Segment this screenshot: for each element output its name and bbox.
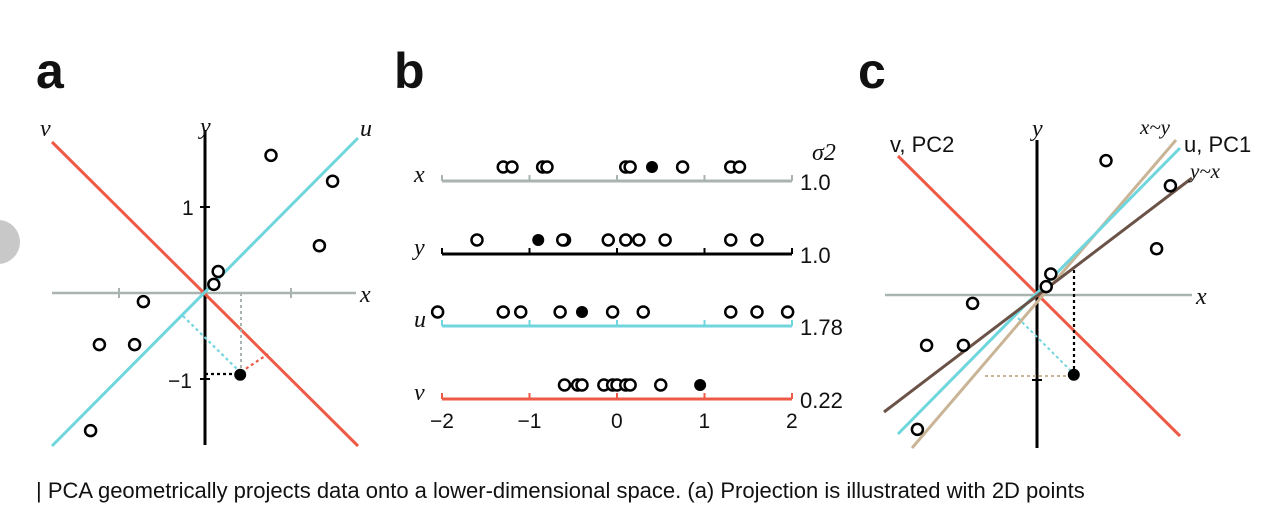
b-strip-label-u: u (414, 307, 426, 333)
b-point (675, 160, 690, 174)
b-point (623, 160, 637, 174)
b-point (605, 305, 620, 319)
figure-caption: | PCA geometrically projects data onto a… (36, 478, 1085, 503)
b-xtick-label: −1 (518, 410, 542, 433)
b-point (540, 160, 554, 174)
b-point (514, 305, 528, 319)
b-point (505, 160, 519, 174)
b-highlight-point (694, 379, 707, 391)
panel-a: v y u x 1 −1 (40, 114, 372, 448)
a-point (312, 238, 327, 253)
b-point (750, 233, 764, 247)
a-proj-v (240, 353, 269, 373)
a-point (325, 174, 340, 188)
c-y-on-x-line (883, 176, 1193, 414)
b-point (636, 305, 650, 319)
b-point (732, 160, 747, 174)
a-ytick-label-1: 1 (182, 197, 194, 220)
b-point (553, 305, 567, 319)
b-strip-label-y: y (412, 235, 425, 261)
c-point (1149, 242, 1164, 256)
c-proj-u (1017, 317, 1073, 373)
b-highlight-point (646, 161, 658, 173)
b-highlight-point (576, 306, 588, 318)
c-label-x-on-y: x~y (1139, 115, 1171, 139)
a-points (83, 148, 340, 438)
c-label-y: y (1030, 116, 1043, 142)
a-label-x: x (359, 282, 371, 308)
a-point (136, 294, 151, 309)
a-label-v: v (40, 116, 51, 142)
c-point (1099, 153, 1113, 168)
a-point (127, 337, 142, 352)
a-point (92, 337, 107, 352)
c-points (910, 153, 1178, 437)
c-point (956, 338, 971, 353)
c-point (1039, 279, 1053, 294)
b-xticks: −2 −1 0 1 2 (430, 410, 798, 433)
panel-a-letter: a (36, 43, 65, 99)
b-point (430, 305, 445, 319)
b-point (619, 233, 633, 247)
c-point (919, 338, 934, 353)
panel-c-letter: c (858, 43, 886, 99)
b-point (556, 233, 570, 247)
c-point (965, 296, 980, 311)
b-highlight-point (532, 234, 545, 246)
b-point (724, 233, 738, 247)
b-point (601, 233, 615, 247)
b-xtick-label: −2 (430, 410, 454, 433)
a-point (264, 148, 278, 163)
b-point (632, 233, 646, 247)
a-proj-u (182, 315, 241, 373)
a-point (83, 423, 98, 438)
c-label-u-pc1: u, PC1 (1184, 132, 1251, 157)
b-strip-label-v: v (414, 380, 425, 406)
a-ytick-label-m1: −1 (168, 370, 192, 393)
b-point (470, 233, 484, 247)
b-point (780, 305, 795, 319)
b-point (724, 305, 738, 319)
b-point (658, 233, 672, 247)
c-x-on-y-line (910, 139, 1178, 449)
side-nav-button[interactable] (0, 220, 20, 264)
c-label-v-pc2: v, PC2 (890, 132, 954, 157)
b-strip-label-x: x (413, 162, 425, 188)
a-highlight-point (234, 368, 247, 381)
b-variance-u: 1.78 (800, 315, 843, 340)
c-point (910, 422, 925, 437)
c-point (1044, 267, 1058, 281)
c-highlight-point (1067, 368, 1080, 381)
c-label-x: x (1195, 284, 1207, 310)
b-variance-x: 1.0 (800, 170, 831, 195)
a-point (207, 277, 221, 292)
b-variance-v: 0.22 (800, 388, 843, 413)
b-xtick-label: 1 (699, 410, 711, 433)
b-point (575, 378, 589, 392)
c-u-line (896, 146, 1182, 436)
b-strips: x 1.0 y 1.0 u 1.78 v 0.22 (412, 160, 843, 413)
panel-b-letter: b (394, 43, 425, 99)
a-label-u: u (360, 116, 372, 142)
c-label-y-on-x: y~x (1188, 159, 1221, 183)
a-u-line (50, 136, 360, 448)
c-point (1163, 179, 1178, 193)
panel-b: σ2 x 1.0 y 1.0 u 1.78 v 0.22 −2 −1 0 1 2 (412, 140, 843, 433)
a-point (211, 264, 225, 279)
b-variance-header: σ2 (812, 140, 836, 166)
b-point (654, 378, 668, 392)
b-xtick-label: 2 (786, 410, 798, 433)
b-point (623, 378, 637, 392)
b-variance-y: 1.0 (800, 243, 831, 268)
panel-c: v, PC2 y x~y u, PC1 y~x x (883, 115, 1251, 449)
b-point (750, 305, 764, 319)
b-xtick-label: 0 (611, 410, 623, 433)
b-point (496, 305, 510, 319)
pca-figure: a b c v y u x 1 −1 σ2 x 1.0 y 1.0 u 1.78 v 0.22… (36, 43, 1251, 449)
a-label-y: y (198, 114, 211, 140)
b-point (557, 378, 572, 392)
